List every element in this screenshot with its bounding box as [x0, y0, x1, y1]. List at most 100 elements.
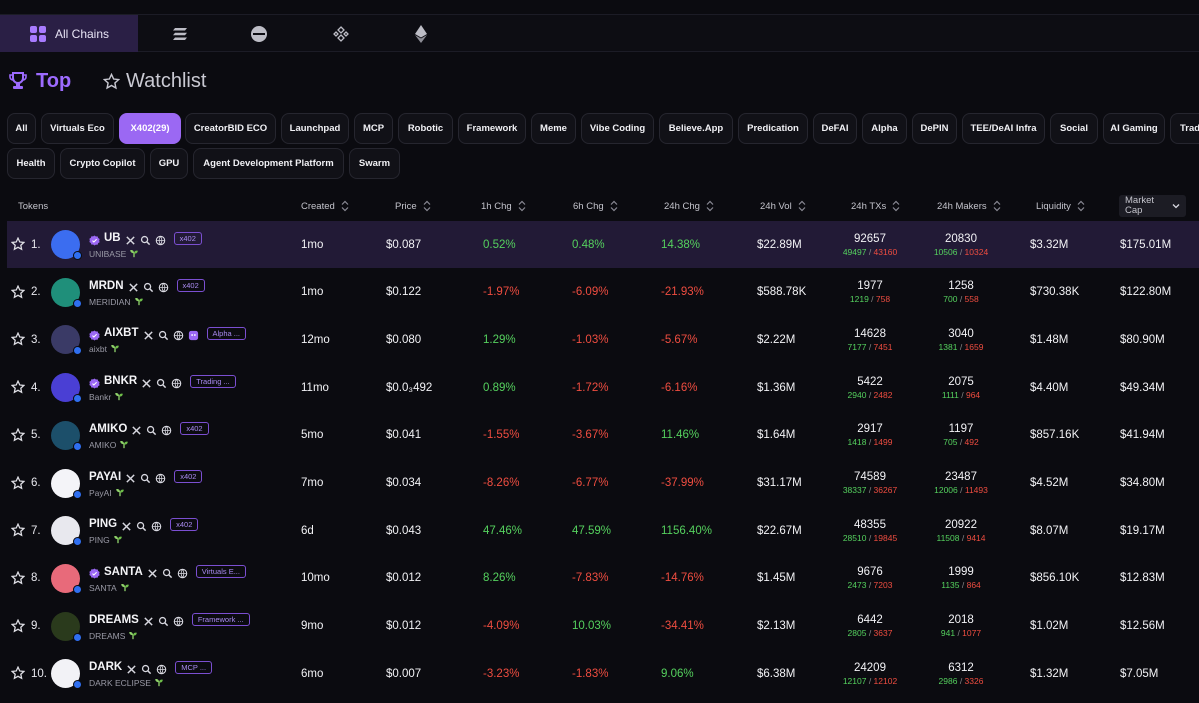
table-row[interactable]: 6. PAYAI x402 PayAI 7mo $0.034 -8.26% -6.77% -37…	[7, 460, 1199, 507]
favorite-star-icon[interactable]	[10, 665, 26, 680]
category-chip-tee-deai-infra[interactable]: TEE/DeAI Infra	[962, 113, 1045, 144]
category-tag[interactable]: x402	[176, 279, 205, 293]
category-chip-robotic[interactable]: Robotic	[398, 113, 453, 144]
favorite-star-icon[interactable]	[10, 475, 26, 490]
search-icon[interactable]	[143, 280, 154, 293]
favorite-star-icon[interactable]	[10, 236, 26, 251]
category-chip-gpu[interactable]: GPU	[150, 148, 188, 179]
category-tag[interactable]: Framework ...	[191, 613, 250, 627]
chain-tab-bnb[interactable]	[321, 15, 361, 52]
favorite-star-icon[interactable]	[10, 379, 26, 394]
category-chip-alpha[interactable]: Alpha	[862, 113, 907, 144]
token-symbol[interactable]: DREAMS	[89, 613, 139, 626]
website-globe-icon[interactable]	[173, 328, 184, 341]
x-social-icon[interactable]	[125, 471, 136, 483]
category-chip-trad[interactable]: Trad	[1170, 113, 1199, 144]
category-tag[interactable]: x402	[170, 517, 199, 531]
table-row[interactable]: 8. SANTA Virtuals E... SANTA 10mo $0.012 8.26%…	[7, 555, 1199, 602]
table-row[interactable]: 10. DARK MCP ... DARK ECLIPSE 6mo $0.007 -3.23…	[7, 650, 1199, 697]
table-row[interactable]: 1. UB x402 UNIBASE 1mo $0.087 0.52% 0.48% 14.38%…	[7, 221, 1199, 268]
category-tag[interactable]: Virtuals E...	[195, 565, 246, 579]
category-chip-launchpad[interactable]: Launchpad	[281, 113, 349, 144]
category-chip-creatorbid-eco[interactable]: CreatorBID ECO	[185, 113, 276, 144]
agent-icon[interactable]	[188, 328, 199, 340]
category-tag[interactable]: Trading ...	[190, 374, 236, 388]
category-chip-vibe-coding[interactable]: Vibe Coding	[581, 113, 654, 144]
column-header-1h-change[interactable]: 1h Chg	[481, 193, 526, 219]
favorite-star-icon[interactable]	[10, 284, 26, 299]
favorite-star-icon[interactable]	[10, 332, 26, 346]
table-row[interactable]: 2. MRDN x402 MERIDIAN 1mo $0.122 -1.97% -6.09% -…	[7, 269, 1199, 316]
column-header-24h-change[interactable]: 24h Chg	[664, 193, 714, 219]
category-chip-health[interactable]: Health	[7, 148, 55, 179]
website-globe-icon[interactable]	[155, 233, 166, 245]
token-symbol[interactable]: UB	[104, 232, 121, 244]
search-icon[interactable]	[136, 519, 147, 531]
favorite-star-icon[interactable]	[10, 570, 26, 585]
category-chip-believe-app[interactable]: Believe.App	[659, 113, 733, 144]
category-chip-all[interactable]: All	[7, 113, 36, 144]
x-social-icon[interactable]	[131, 423, 142, 435]
category-tag[interactable]: MCP ...	[175, 660, 213, 674]
table-row[interactable]: 4. BNKR Trading ... Bankr 11mo $0.0₃492 0.89% -…	[7, 364, 1199, 411]
column-header-24h-makers[interactable]: 24h Makers	[937, 193, 1001, 219]
column-header-24h-volume[interactable]: 24h Vol	[760, 193, 806, 219]
search-icon[interactable]	[146, 423, 157, 436]
category-chip-social[interactable]: Social	[1050, 113, 1098, 144]
token-symbol[interactable]: PING	[89, 518, 118, 531]
table-row[interactable]: 7. PING x402 PING 6d $0.043 47.46% 47.59% 1156.4…	[7, 507, 1199, 554]
website-globe-icon[interactable]	[158, 280, 169, 293]
category-chip-crypto-copilot[interactable]: Crypto Copilot	[60, 148, 145, 179]
category-chip-ai-gaming[interactable]: AI Gaming	[1103, 113, 1165, 144]
category-tag[interactable]: x402	[174, 470, 203, 483]
chain-tab-all-chains[interactable]: All Chains	[0, 15, 138, 52]
favorite-star-icon[interactable]	[10, 427, 26, 442]
token-symbol[interactable]: MRDN	[89, 279, 124, 292]
category-chip-agent-development-platform[interactable]: Agent Development Platform	[193, 148, 344, 179]
favorite-star-icon[interactable]	[10, 522, 26, 537]
table-row[interactable]: 3. AIXBT Alpha ... aixbt 12mo $0.080 1.29% -1.0…	[7, 316, 1199, 363]
token-symbol[interactable]: AMIKO	[89, 422, 128, 435]
category-chip-virtuals-eco[interactable]: Virtuals Eco	[41, 113, 114, 144]
category-chip-defai[interactable]: DeFAI	[813, 113, 857, 144]
category-tag[interactable]: x402	[173, 231, 202, 245]
column-header-liquidity[interactable]: Liquidity	[1036, 193, 1085, 219]
search-icon[interactable]	[140, 233, 151, 245]
chain-tab-base[interactable]	[239, 15, 279, 52]
search-icon[interactable]	[141, 662, 152, 674]
search-icon[interactable]	[158, 614, 169, 627]
x-social-icon[interactable]	[143, 614, 154, 626]
category-chip-meme[interactable]: Meme	[531, 113, 576, 144]
search-icon[interactable]	[140, 471, 151, 484]
column-header-6h-change[interactable]: 6h Chg	[573, 193, 618, 219]
category-tag[interactable]: Alpha ...	[206, 326, 247, 340]
category-chip-predication[interactable]: Predication	[738, 113, 808, 144]
table-row[interactable]: 9. DREAMS Framework ... DREAMS 9mo $0.012 -4.0…	[7, 603, 1199, 650]
category-chip-mcp[interactable]: MCP	[354, 113, 393, 144]
category-chip-depin[interactable]: DePIN	[912, 113, 957, 144]
search-icon[interactable]	[156, 376, 167, 388]
tab-watchlist[interactable]: Watchlist	[103, 66, 206, 96]
column-header-price[interactable]: Price	[395, 193, 431, 219]
x-social-icon[interactable]	[126, 662, 137, 674]
category-chip-x402[interactable]: X402(29)	[119, 113, 181, 144]
x-social-icon[interactable]	[143, 328, 154, 340]
website-globe-icon[interactable]	[156, 662, 167, 675]
token-symbol[interactable]: BNKR	[104, 375, 138, 388]
token-symbol[interactable]: DARK	[89, 661, 123, 674]
website-globe-icon[interactable]	[161, 423, 172, 436]
website-globe-icon[interactable]	[173, 614, 184, 627]
favorite-star-icon[interactable]	[10, 618, 26, 633]
table-row[interactable]: 5. AMIKO x402 AMIKO 5mo $0.041 -1.55% -3.67% 11.…	[7, 412, 1199, 459]
website-globe-icon[interactable]	[177, 566, 188, 579]
column-header-24h-txs[interactable]: 24h TXs	[851, 193, 900, 219]
x-social-icon[interactable]	[125, 233, 136, 245]
chain-tab-solana[interactable]	[160, 15, 200, 52]
token-symbol[interactable]: AIXBT	[104, 327, 139, 340]
token-symbol[interactable]: SANTA	[104, 565, 143, 578]
token-symbol[interactable]: PAYAI	[89, 470, 122, 483]
column-header-market-cap[interactable]: Market Cap	[1119, 193, 1187, 219]
chain-tab-ethereum[interactable]	[401, 15, 441, 52]
category-chip-swarm[interactable]: Swarm	[349, 148, 400, 179]
tab-top[interactable]: Top	[8, 66, 71, 96]
